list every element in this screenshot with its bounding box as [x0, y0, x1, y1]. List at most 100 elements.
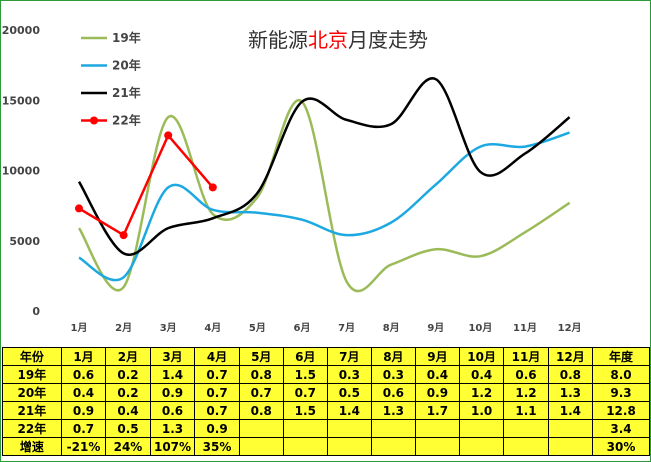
- x-tick-label: 12月: [558, 322, 582, 334]
- table-header-cell: 12月: [547, 347, 594, 366]
- table-cell: 0.7: [194, 365, 240, 384]
- table-cell: 0.5: [326, 383, 372, 402]
- x-tick-label: 3月: [160, 322, 177, 334]
- x-tick-label: 8月: [383, 322, 400, 334]
- table-header-cell: 8月: [370, 347, 416, 366]
- table-cell: 35%: [194, 437, 240, 456]
- table-cell: 3.4: [592, 419, 650, 438]
- y-tick-label: 5000: [9, 235, 40, 248]
- table-header-cell: 2月: [105, 347, 151, 366]
- chart-title-part-0: 新能源: [248, 28, 308, 52]
- table-cell: 1.3: [149, 419, 196, 438]
- table-header-cell: 11月: [503, 347, 549, 366]
- table-cell: 0.3: [326, 365, 372, 384]
- x-tick-label: 7月: [338, 322, 355, 334]
- table-row: 增速 -21% 24% 107% 35% 30%: [2, 437, 650, 456]
- table-cell: 12.8: [592, 401, 650, 420]
- table-cell: 1.3: [370, 401, 416, 420]
- table-cell: 1.4: [547, 401, 594, 420]
- table-cell: [238, 437, 284, 456]
- table-row-label: 年份: [2, 347, 62, 366]
- table-cell: 0.4: [458, 365, 505, 384]
- table-header-cell: 1月: [60, 347, 107, 366]
- series-line-20年: [78, 131, 570, 282]
- table-cell: [503, 419, 549, 438]
- table-cell: 0.6: [503, 365, 549, 384]
- table-header-cell: 4月: [194, 347, 240, 366]
- y-tick-label: 20000: [2, 24, 41, 37]
- table-row-label: 21年: [2, 401, 62, 420]
- series-line-19年: [77, 99, 571, 293]
- table-cell: [458, 419, 505, 438]
- table-header-cell: 10月: [458, 347, 505, 366]
- table-row: 20年 0.4 0.2 0.9 0.7 0.7 0.7 0.5 0.6 0.9 1.2 1.2 1.3 9…: [2, 383, 650, 402]
- table-row: 22年 0.7 0.5 1.3 0.9 3.4: [2, 419, 650, 438]
- table-cell: 0.2: [105, 365, 151, 384]
- x-tick-label: 2月: [115, 322, 132, 334]
- legend-label-21年: 21年: [112, 85, 141, 100]
- legend: 19年 20年 21年 22年: [81, 30, 141, 128]
- table-row-label: 20年: [2, 383, 62, 402]
- x-tick-label: 6月: [294, 322, 311, 334]
- table-cell: 0.3: [370, 365, 416, 384]
- table-row: 19年 0.6 0.2 1.4 0.7 0.8 1.5 0.3 0.3 0.4 0.4 0.6 0.8 8…: [2, 365, 650, 384]
- table-cell: [282, 419, 328, 438]
- table-cell: -21%: [60, 437, 107, 456]
- table-cell: 0.9: [414, 383, 460, 402]
- series-line-22年: [78, 134, 214, 237]
- table-header-row: 年份 1月 2月 3月 4月 5月 6月 7月 8月 9月 10月 11月 12月 年度: [2, 347, 650, 366]
- table-row-label: 19年: [2, 365, 62, 384]
- series-point-22年: [208, 183, 217, 192]
- chart-title-part-2: 月度走势: [348, 28, 428, 52]
- legend-label-20年: 20年: [112, 58, 141, 73]
- table-cell: 0.7: [238, 383, 284, 402]
- table-cell: 0.9: [60, 401, 107, 420]
- table-header-cell: 5月: [238, 347, 284, 366]
- table-cell: 1.4: [326, 401, 372, 420]
- table-header-cell: 9月: [414, 347, 460, 366]
- table-cell: 0.5: [105, 419, 151, 438]
- table-cell: 0.9: [149, 383, 196, 402]
- table-row-label: 增速: [2, 437, 62, 456]
- table-cell: [370, 437, 416, 456]
- table-row-label: 22年: [2, 419, 62, 438]
- table-cell: 0.8: [238, 365, 284, 384]
- table-cell: 0.9: [194, 419, 240, 438]
- table-cell: 8.0: [592, 365, 650, 384]
- table-cell: [414, 419, 460, 438]
- table-header-cell: 3月: [149, 347, 196, 366]
- y-tick-label: 10000: [2, 165, 41, 178]
- table-cell: 1.2: [458, 383, 505, 402]
- chart-title: 新能源北京月度走势: [248, 28, 428, 52]
- table-cell: [370, 419, 416, 438]
- y-tick-label: 15000: [2, 94, 41, 107]
- series-point-22年: [164, 131, 173, 140]
- x-tick-label: 9月: [427, 322, 444, 334]
- table-cell: 0.7: [194, 383, 240, 402]
- table-cell: [547, 437, 594, 456]
- table-cell: [458, 437, 505, 456]
- legend-marker-22年: [90, 116, 98, 125]
- table-cell: 30%: [592, 437, 650, 456]
- table-cell: 0.4: [60, 383, 107, 402]
- table-cell: 0.4: [414, 365, 460, 384]
- series-point-22年: [119, 231, 128, 240]
- series-point-22年: [75, 204, 83, 213]
- x-tick-label: 11月: [513, 322, 537, 334]
- chart-title-part-1: 北京: [308, 28, 348, 52]
- table-row: 21年 0.9 0.4 0.6 0.7 0.8 1.5 1.4 1.3 1.7 1.0 1.1 1.4 1…: [2, 401, 650, 420]
- table-cell: [503, 437, 549, 456]
- x-tick-label: 10月: [468, 322, 492, 334]
- x-tick-label: 5月: [249, 322, 266, 334]
- table-cell: [326, 437, 372, 456]
- series-lines: [75, 77, 571, 293]
- legend-label-19年: 19年: [112, 30, 141, 45]
- table-cell: 1.7: [414, 401, 460, 420]
- line-chart: 新能源北京月度走势 0 5000 10000 15000 20000 1月 2月 3月 4月 5…: [2, 24, 582, 334]
- table-cell: 0.6: [370, 383, 416, 402]
- table-cell: 0.8: [238, 401, 284, 420]
- y-axis: 0 5000 10000 15000 20000: [2, 24, 41, 318]
- table-cell: 0.6: [149, 401, 196, 420]
- table-cell: 1.2: [503, 383, 549, 402]
